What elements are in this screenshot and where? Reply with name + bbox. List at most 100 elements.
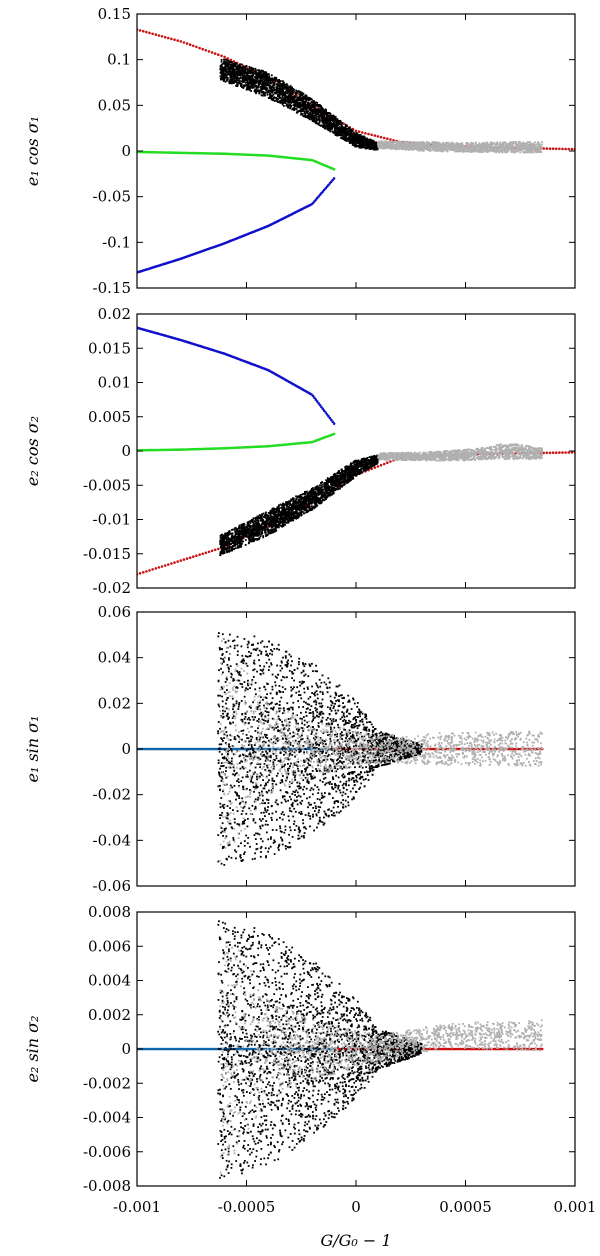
data-point [427, 149, 429, 151]
data-point [333, 115, 336, 118]
data-point [251, 85, 253, 88]
data-point [526, 141, 529, 143]
data-point [564, 451, 567, 454]
data-point [442, 150, 445, 152]
data-point [351, 138, 354, 141]
data-point [254, 89, 256, 92]
data-point [252, 81, 255, 84]
data-point [434, 148, 437, 151]
data-point [541, 143, 543, 146]
data-point [261, 79, 263, 82]
data-point [365, 141, 368, 144]
data-point [301, 104, 304, 107]
data-point [374, 146, 376, 148]
data-point [328, 118, 331, 120]
data-point [377, 146, 380, 149]
data-point [502, 149, 504, 151]
data-point [308, 105, 311, 107]
data-point [290, 87, 293, 90]
data-point [233, 80, 236, 83]
data-point [360, 140, 363, 143]
data-point [365, 137, 368, 140]
data-point [331, 420, 335, 424]
data-point [269, 95, 272, 98]
data-point [307, 102, 309, 104]
data-point [513, 149, 515, 151]
data-point [392, 141, 395, 143]
data-point [478, 147, 481, 150]
data-point [301, 109, 304, 111]
data-point [475, 148, 478, 151]
data-point [247, 69, 250, 72]
data-point [324, 411, 328, 414]
y-tick-label: 0.1 [107, 51, 131, 69]
data-point [221, 63, 224, 66]
data-point [285, 86, 288, 89]
data-point [255, 73, 257, 75]
data-point [327, 126, 329, 129]
data-point [355, 141, 358, 144]
data-point [310, 108, 312, 111]
data-point [278, 80, 281, 83]
data-point [351, 142, 354, 144]
data-point [523, 151, 526, 154]
data-point [338, 128, 341, 131]
data-point [291, 107, 294, 110]
data-point [265, 78, 268, 80]
data-point [222, 68, 224, 71]
data-point [345, 140, 348, 142]
data-point [226, 68, 229, 70]
data-point [501, 143, 504, 146]
plot-frame [136, 13, 576, 289]
data-point [390, 142, 392, 145]
data-point [303, 105, 306, 108]
data-point [276, 91, 279, 94]
data-point [514, 150, 517, 153]
data-point [311, 115, 313, 118]
data-point [299, 99, 302, 102]
data-point [340, 124, 343, 126]
data-point [233, 72, 236, 75]
data-point [412, 143, 414, 146]
data-point [467, 150, 470, 153]
data-point [446, 144, 449, 147]
data-point [273, 82, 275, 85]
data-point [388, 146, 390, 149]
data-point [467, 145, 470, 148]
data-point [294, 103, 297, 106]
data-point [260, 91, 263, 94]
data-point [279, 82, 282, 85]
data-point [330, 127, 332, 130]
data-point [499, 150, 502, 153]
data-point [273, 76, 276, 79]
data-point [246, 81, 248, 84]
data-point [331, 130, 334, 133]
data-point [449, 146, 452, 148]
data-point [439, 148, 442, 151]
data-point [355, 143, 357, 145]
data-point [235, 68, 238, 71]
data-point [263, 91, 265, 94]
data-point [260, 72, 262, 75]
data-point [304, 111, 306, 113]
data-point [285, 89, 288, 92]
data-point [435, 149, 438, 152]
data-point [254, 75, 257, 78]
data-point [257, 86, 260, 88]
data-point [314, 116, 316, 119]
data-point [493, 142, 496, 144]
data-point [539, 146, 542, 148]
data-point [355, 139, 358, 142]
data-point [276, 83, 278, 86]
data-point [343, 126, 346, 129]
data-point [327, 129, 330, 132]
data-point [330, 418, 333, 422]
data-point [405, 141, 408, 143]
data-point [268, 90, 271, 93]
data-point [434, 143, 436, 146]
data-point [532, 148, 534, 150]
data-point [267, 89, 270, 92]
data-point [385, 146, 388, 148]
data-point [298, 93, 301, 96]
data-point [276, 80, 279, 82]
